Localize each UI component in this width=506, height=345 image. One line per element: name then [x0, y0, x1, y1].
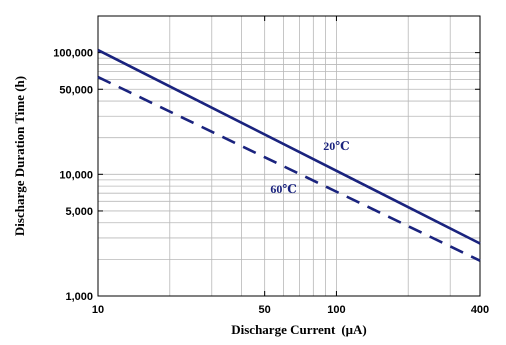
- x-tick-labels: 10 50 100 400: [92, 304, 489, 316]
- series-line-60c: [97, 75, 481, 262]
- data-series: [97, 48, 481, 262]
- y-tick-label: 10,000: [59, 169, 93, 181]
- series-label-60c: 60℃: [270, 182, 296, 196]
- y-tick-labels: 1,000 5,000 10,000 50,000 100,000: [53, 48, 93, 303]
- y-tick-label: 100,000: [53, 48, 93, 60]
- series-labels: 20℃ 60℃: [270, 139, 349, 196]
- x-axis-label-unit: (μA): [341, 322, 366, 337]
- x-axis-label-text: Discharge Current: [231, 322, 336, 337]
- y-tick-label: 50,000: [59, 84, 93, 96]
- x-tick-label: 50: [259, 304, 271, 316]
- y-axis-label: Discharge Duration Time (h): [12, 76, 27, 236]
- y-tick-label: 5,000: [65, 206, 93, 218]
- plot-area-frame: [97, 15, 481, 297]
- x-tick-label: 400: [471, 304, 489, 316]
- x-tick-label: 10: [92, 304, 104, 316]
- series-line-20c: [97, 48, 481, 245]
- x-axis-label: Discharge Current (μA): [231, 322, 367, 337]
- grid-lines: [98, 16, 480, 296]
- x-tick-label: 100: [327, 304, 345, 316]
- series-label-20c: 20℃: [323, 139, 349, 153]
- y-tick-label: 1,000: [65, 291, 93, 303]
